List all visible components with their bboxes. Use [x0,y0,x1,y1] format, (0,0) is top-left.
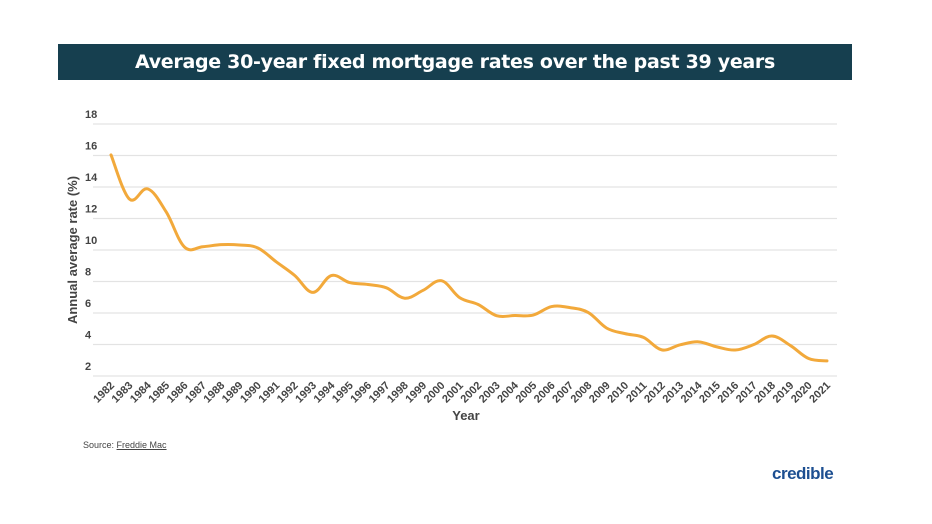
data-points [111,155,827,361]
source-link[interactable]: Freddie Mac [116,440,167,450]
y-tick-labels: 2 4 6 8 10 12 14 16 18 [85,109,98,373]
y-tick-label: 6 [85,298,91,310]
y-tick-label: 2 [85,361,91,373]
credible-logo: credible [772,464,834,483]
series-line [109,153,829,363]
source-prefix: Source: [83,440,117,450]
chart-title: Average 30-year fixed mortgage rates ove… [58,44,852,80]
y-tick-label: 8 [85,267,91,279]
y-tick-label: 18 [85,109,97,121]
x-axis-label: Year [452,408,479,423]
x-tick-labels: 1982198319841985198619871988198919901991… [91,379,833,405]
y-axis-label: Annual average rate (%) [65,176,80,324]
y-tick-label: 4 [85,330,92,342]
y-tick-label: 12 [85,204,97,216]
y-tick-label: 16 [85,141,97,153]
y-tick-label: 10 [85,235,97,247]
x-tick-label: 2021 [807,380,833,406]
y-tick-label: 14 [85,172,98,184]
source-note: Source: Freddie Mac [83,440,167,450]
gridlines [93,123,837,377]
